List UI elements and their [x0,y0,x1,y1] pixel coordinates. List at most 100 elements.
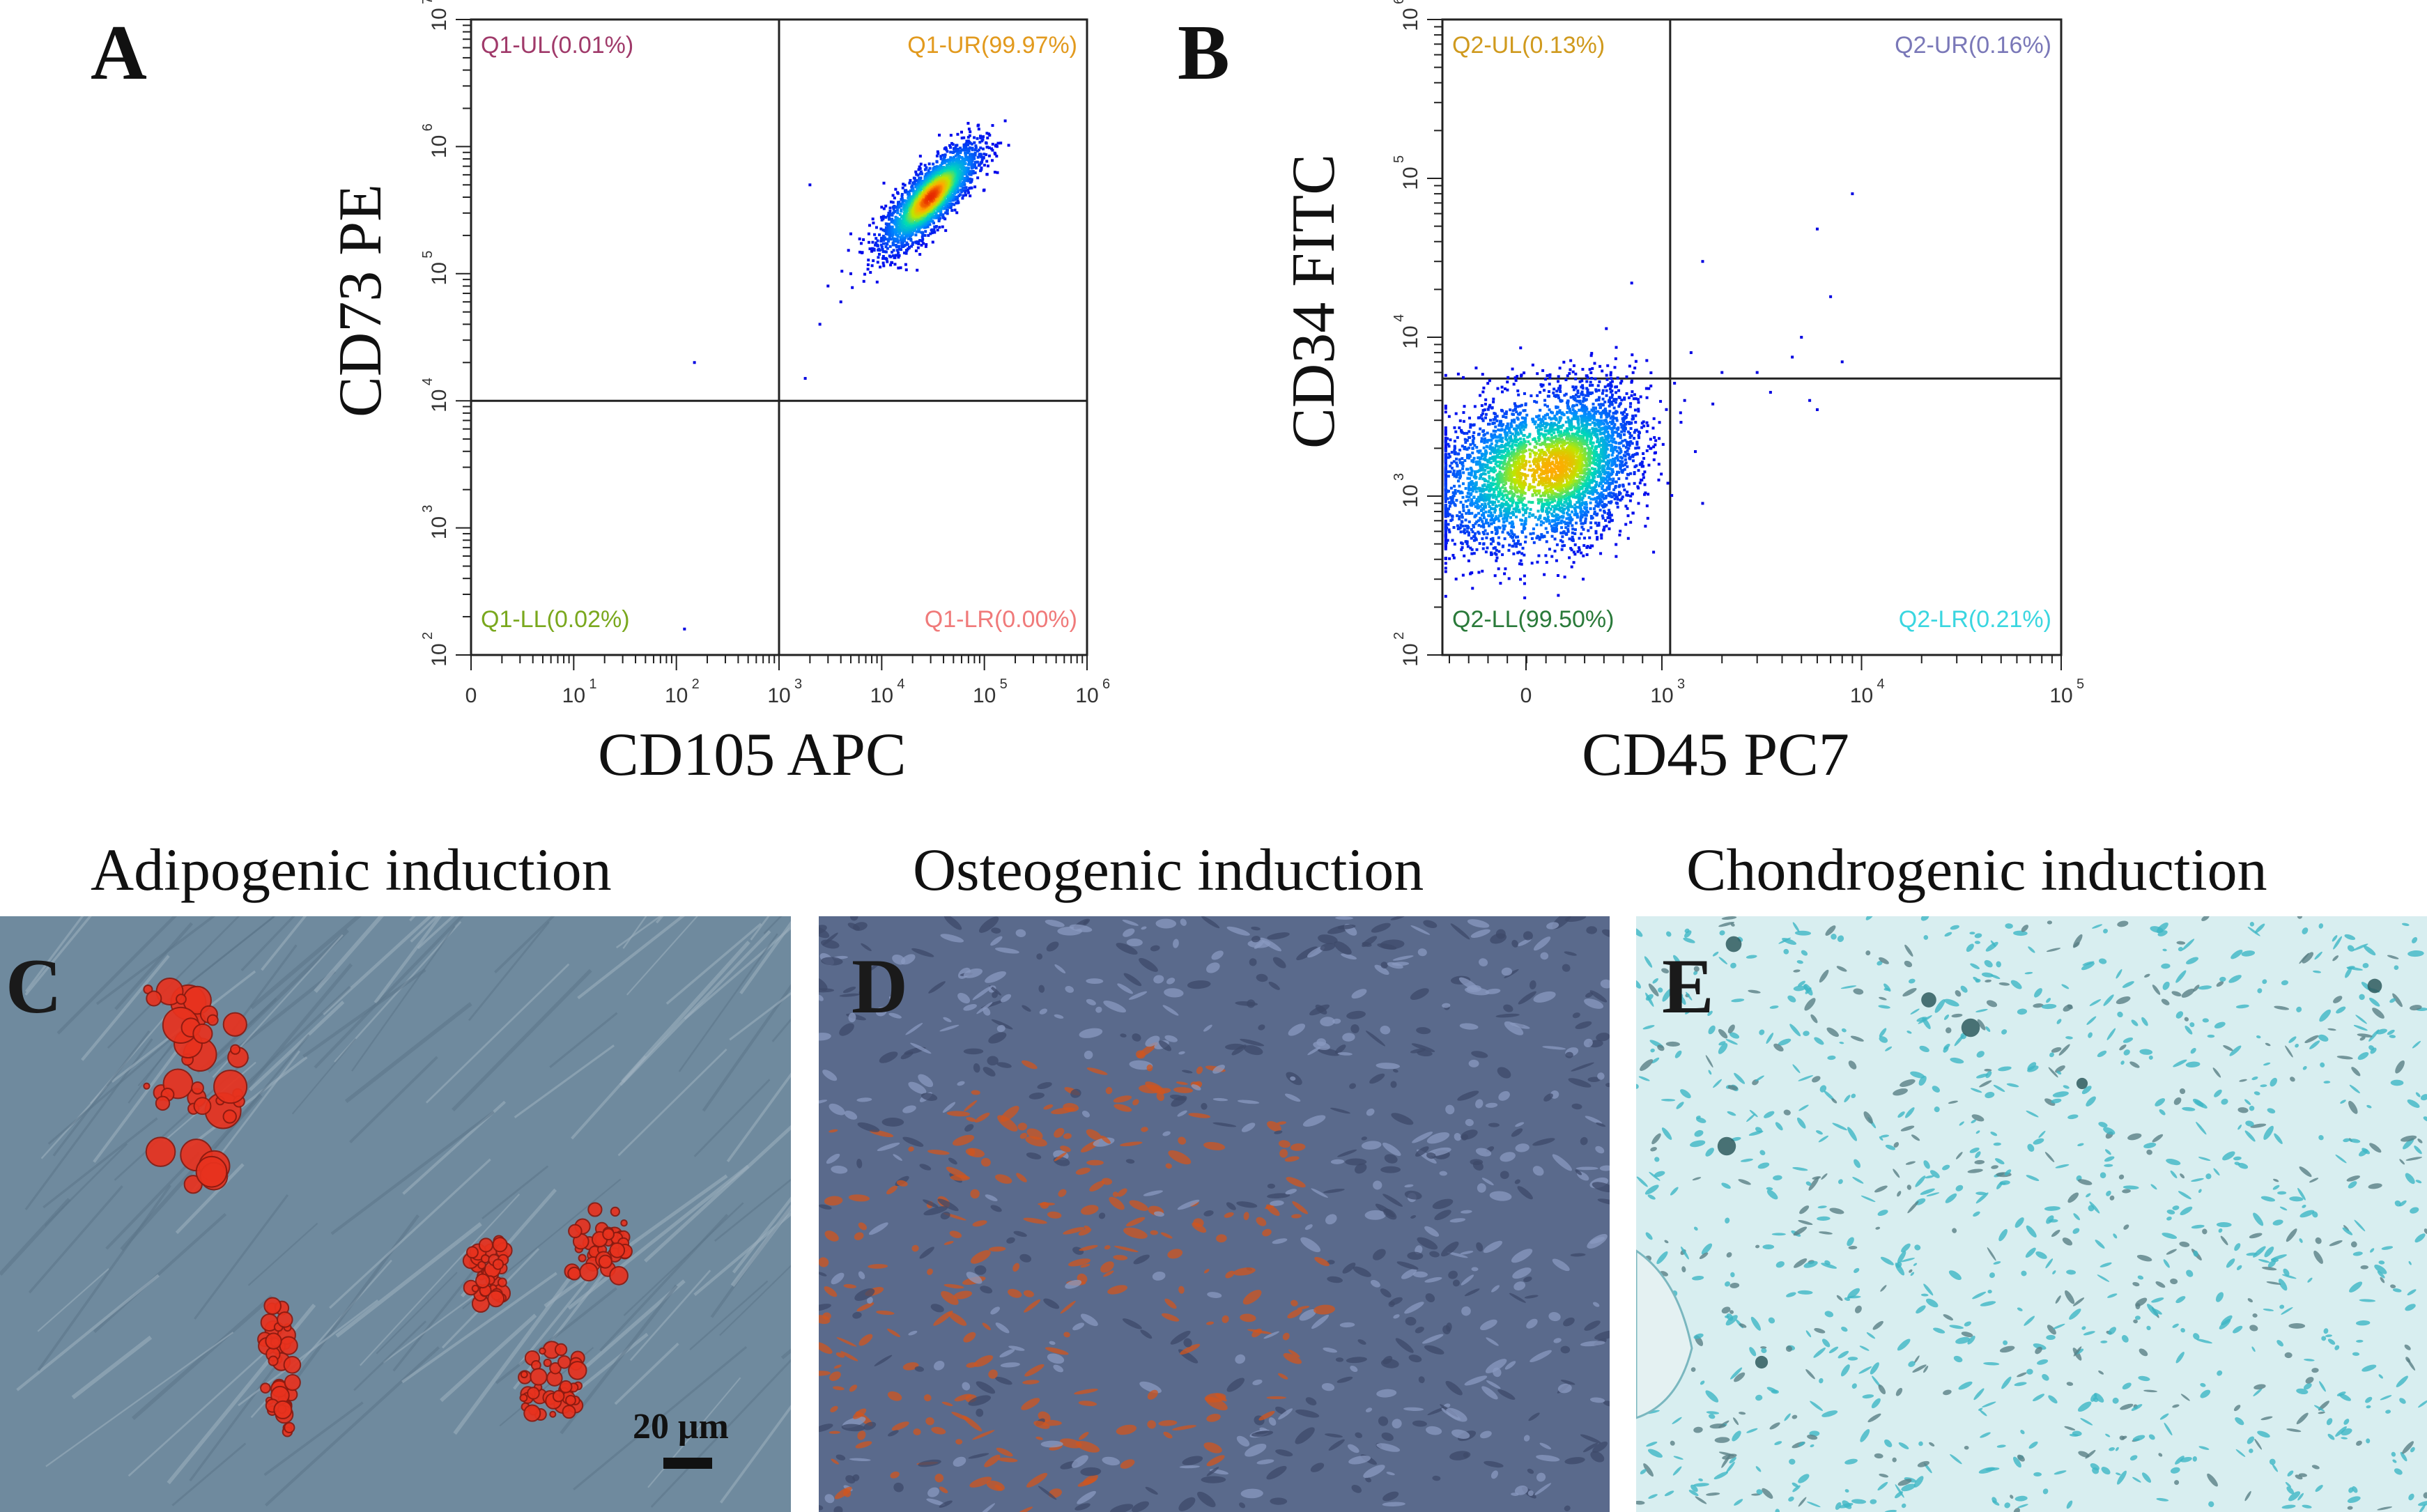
mineral-deposit [819,994,824,1001]
proteoglycan-stain [2119,1435,2125,1441]
mineral-deposit [1299,1309,1317,1321]
mineral-deposit [1178,1051,1185,1055]
mineral-deposit [1330,1159,1345,1164]
mineral-deposit [1376,1063,1401,1070]
proteoglycan-stain [1854,1267,1860,1273]
mineral-deposit [1141,1127,1148,1132]
mineral-deposit [1070,1088,1081,1098]
mineral-deposit [1122,919,1139,926]
mineral-deposit [819,1033,831,1041]
proteoglycan-stain [2260,1084,2267,1088]
cell-fiber [226,963,353,1112]
proteoglycan-stain [2354,1219,2366,1232]
proteoglycan-stain [2162,981,2170,990]
mineral-deposit [1432,1475,1441,1481]
proteoglycan-stain [2098,958,2107,964]
mineral-deposit [1145,1081,1166,1095]
mineral-deposit [1323,1188,1345,1194]
proteoglycan-stain [1762,1488,1773,1499]
proteoglycan-stain [1819,1085,1827,1093]
mineral-deposit [1132,1033,1141,1042]
cell-fiber [353,1320,426,1391]
lipid-droplet [492,1258,504,1270]
proteoglycan-stain [2246,1252,2258,1256]
proteoglycan-stain [2139,1049,2153,1055]
chart-b-y-tick-label: 103 [1392,473,1422,508]
lipid-droplet [620,1219,628,1227]
mineral-deposit [861,943,872,952]
cell-fiber [93,1212,227,1334]
mineral-deposit [1222,1315,1229,1323]
mineral-deposit [1074,1503,1091,1511]
svg-text:1: 1 [589,677,596,692]
mineral-deposit [919,1247,934,1259]
mineral-deposit [1410,988,1429,1001]
mineral-deposit [1477,1183,1486,1193]
proteoglycan-stain [2120,1403,2134,1410]
proteoglycan-stain [2260,1196,2276,1202]
mineral-deposit [1382,1194,1403,1207]
mineral-deposit [1054,1014,1064,1019]
mineral-deposit [1560,1345,1571,1354]
cell-fiber [739,920,791,994]
proteoglycan-stain [2223,1044,2233,1051]
proteoglycan-stain [2129,1455,2138,1461]
cell-fiber [373,916,442,1004]
proteoglycan-stain [2055,1295,2061,1304]
proteoglycan-stain [2399,1398,2406,1404]
proteoglycan-stain [1932,1086,1940,1093]
proteoglycan-stain [1919,1045,1929,1053]
lipid-droplet [557,1355,571,1369]
proteoglycan-stain [1971,1088,1982,1093]
lipid-droplet [213,1070,248,1104]
proteoglycan-stain [2405,1173,2415,1185]
mineral-deposit [868,1222,888,1235]
proteoglycan-stain [2235,1417,2244,1426]
proteoglycan-stain [1773,1175,1782,1181]
proteoglycan-stain [1840,1364,1850,1377]
mineral-deposit [1475,1148,1492,1157]
proteoglycan-stain [1926,1192,1940,1197]
mineral-deposit [1104,1245,1111,1250]
proteoglycan-stain [2399,1159,2405,1165]
mineral-deposit [1038,985,1045,993]
proteoglycan-stain [1923,935,1929,940]
lipid-droplet [549,1361,562,1375]
mineral-deposit [1251,936,1261,943]
mineral-deposit [918,1074,934,1088]
proteoglycan-stain [2417,1139,2423,1143]
proteoglycan-stain [2251,1346,2256,1352]
mineral-deposit [1372,1249,1386,1260]
mineral-deposit [987,1056,999,1066]
mineral-deposit [982,1322,991,1330]
proteoglycan-stain [2067,1004,2073,1010]
proteoglycan-stain [2046,998,2051,1003]
mineral-deposit [1125,1217,1146,1227]
proteoglycan-stain [1734,1072,1746,1084]
proteoglycan-stain [2282,1274,2297,1279]
proteoglycan-stain [1815,1130,1823,1135]
proteoglycan-stain [1719,930,1725,936]
proteoglycan-stain [1819,1378,1824,1384]
chart-a-x-tick-label: 10 4 [870,677,905,707]
mineral-deposit [1546,922,1559,929]
proteoglycan-stain [1870,1362,1879,1375]
mineral-deposit [1580,1341,1605,1347]
proteoglycan-stain [1683,937,1695,943]
mineral-deposit [1105,1087,1113,1095]
proteoglycan-stain [2198,1446,2210,1450]
proteoglycan-stain [2182,939,2195,950]
mineral-deposit [892,954,906,965]
mineral-deposit [934,1361,945,1371]
proteoglycan-stain [1897,1479,1912,1486]
chart-b-outlier-point [1689,351,1693,355]
mineral-deposit [942,1102,956,1113]
cell-fiber [570,1332,649,1397]
proteoglycan-stain [1840,985,1857,989]
mineral-deposit [856,1158,863,1168]
proteoglycan-stain [1694,1129,1704,1137]
proteoglycan-stain [1766,1387,1778,1393]
proteoglycan-stain [2001,1376,2012,1389]
proteoglycan-stain [1725,1315,1729,1318]
mineral-deposit [1162,1131,1171,1136]
